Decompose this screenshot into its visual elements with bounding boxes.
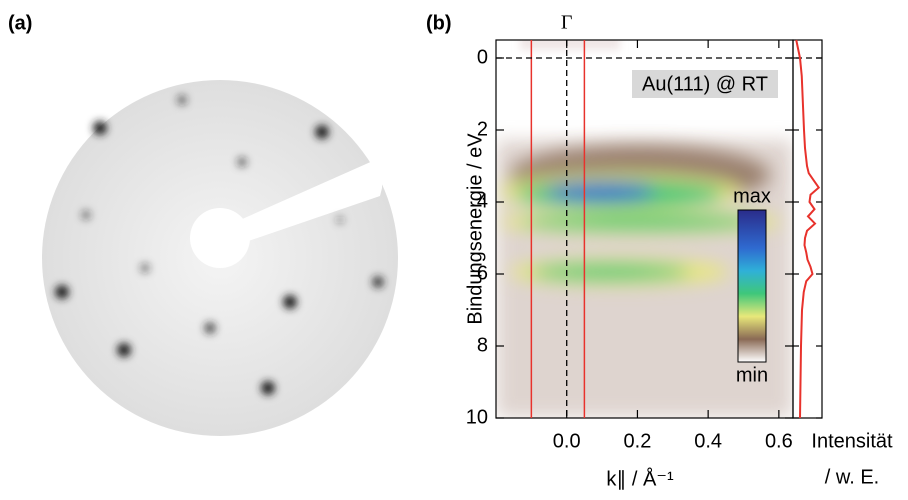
y-tick-label: 6 [477, 262, 488, 284]
leed-image [42, 80, 398, 436]
panel-label: (b) [426, 12, 452, 34]
colorbar-max: max [733, 185, 771, 207]
profile-label: Intensität [811, 430, 893, 452]
panel-label: (a) [8, 12, 32, 34]
y-tick-label: 0 [477, 46, 488, 68]
x-tick-label: 0.6 [765, 430, 793, 452]
x-axis-label: k∥ / Å⁻¹ [606, 467, 674, 490]
y-tick-label: 10 [466, 406, 488, 428]
annotation: Au(111) @ RT [642, 73, 768, 95]
intensity-profile [795, 39, 821, 419]
y-tick-label: 4 [477, 190, 488, 212]
annotation-box [632, 70, 778, 98]
y-axis-label: Bindungsenergie / eV [464, 133, 486, 325]
gamma-label: Γ [561, 12, 573, 34]
colorbar-min: min [736, 364, 768, 386]
profile-label: / w. E. [825, 466, 879, 488]
x-tick-label: 0.0 [553, 430, 581, 452]
colorbar [737, 209, 767, 363]
y-tick-label: 2 [477, 118, 488, 140]
profile-frame [792, 39, 823, 419]
x-tick-label: 0.4 [694, 430, 722, 452]
y-tick-label: 8 [477, 334, 488, 356]
x-tick-label: 0.2 [624, 430, 652, 452]
